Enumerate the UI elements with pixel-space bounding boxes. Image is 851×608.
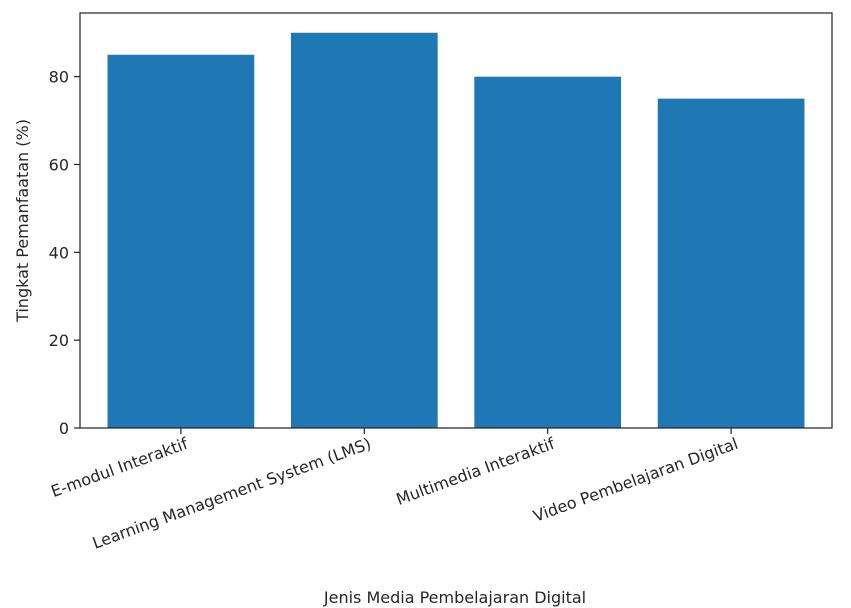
bar-2 (290, 32, 438, 429)
x-tick-label: Multimedia Interaktif (394, 434, 558, 509)
y-axis-ticks: 0 20 40 60 80 (49, 68, 80, 438)
y-axis-label: Tingkat Pemanfaatan (%) (13, 119, 32, 323)
bar-1 (107, 54, 255, 429)
x-tick-label: E-modul Interaktif (48, 434, 190, 501)
y-tick-label: 20 (49, 331, 69, 350)
x-tick-label: Video Pembelajaran Digital (531, 434, 741, 526)
bar-4 (657, 98, 805, 428)
y-tick-label: 0 (59, 419, 69, 438)
y-tick-label: 60 (49, 156, 69, 175)
bar-3 (474, 76, 622, 428)
y-tick-label: 80 (49, 68, 69, 87)
x-axis-label: Jenis Media Pembelajaran Digital (323, 588, 586, 607)
plot-frame (79, 12, 833, 429)
y-tick-label: 40 (49, 243, 69, 262)
bars-group (107, 32, 805, 429)
